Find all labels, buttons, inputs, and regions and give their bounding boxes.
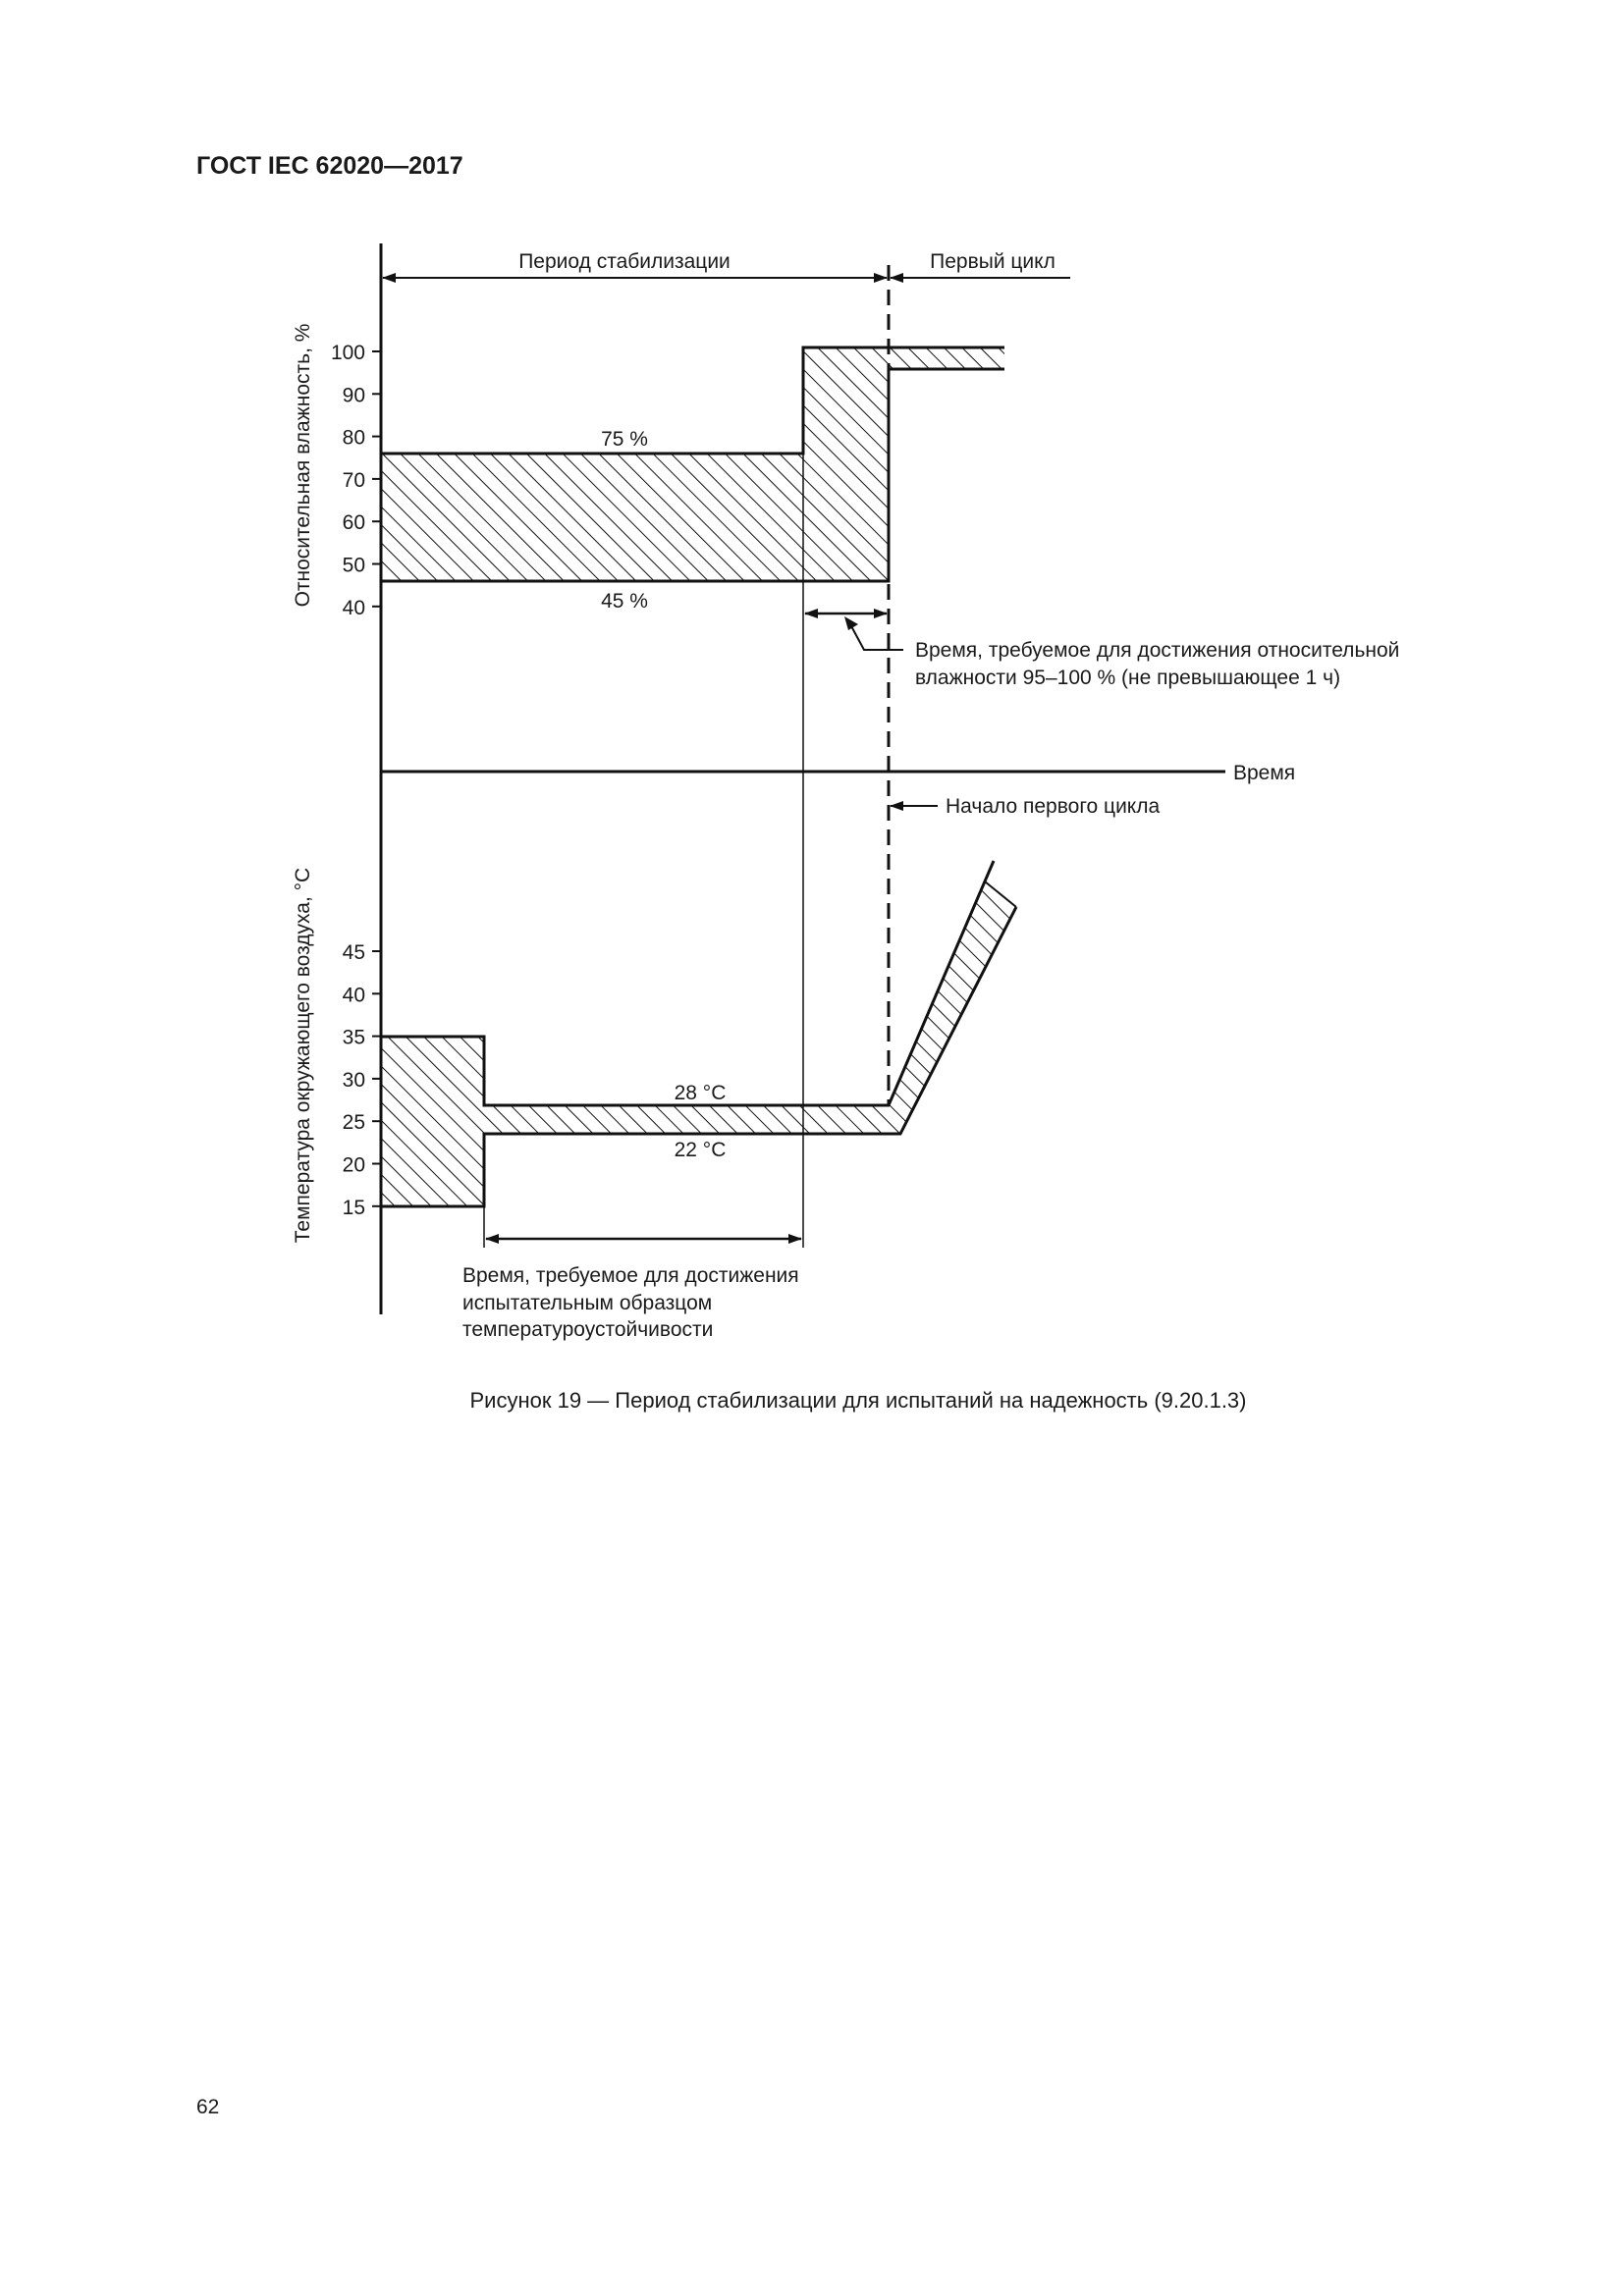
page-number: 62 (196, 2096, 219, 2118)
humidity-tick-label: 90 (343, 384, 365, 406)
temperature-note-line1: Время, требуемое для достижения (462, 1264, 799, 1287)
figure-caption: Рисунок 19 — Период стабилизации для исп… (470, 1388, 1247, 1413)
humidity-tick-label: 50 (343, 555, 365, 577)
humidity-note-line1: Время, требуемое для достижения относите… (915, 639, 1399, 662)
temperature-band-end (984, 881, 1017, 908)
stabilization-period-label: Период стабилизации (518, 250, 731, 273)
humidity-lower-label: 45 % (601, 590, 648, 613)
temperature-tick-label: 35 (343, 1027, 365, 1049)
time-axis-label: Время (1233, 762, 1295, 784)
temperature-note-line2: испытательным образцом (462, 1292, 712, 1314)
humidity-tick-label: 60 (343, 511, 365, 534)
temperature-tick-label: 45 (343, 941, 365, 964)
temperature-tolerance-band (381, 881, 1016, 1206)
document-header: ГОСТ IEC 62020—2017 (196, 152, 463, 180)
temperature-lower-label: 22 °С (675, 1139, 727, 1161)
humidity-upper-label: 75 % (601, 428, 648, 451)
temperature-band-outline (381, 860, 1018, 1208)
humidity-tolerance-band (381, 347, 1004, 581)
humidity-band-outline (381, 346, 1004, 583)
humidity-axis-label: Относительная влажность, % (292, 324, 314, 608)
temperature-tick-label: 30 (343, 1069, 365, 1092)
humidity-tick-label: 70 (343, 469, 365, 492)
humidity-ticks: 100 90 80 70 60 50 40 (331, 342, 381, 619)
humidity-tick-label: 40 (343, 597, 365, 619)
temperature-note-line3: температуроустойчивости (462, 1318, 713, 1341)
humidity-note-leader (849, 623, 903, 651)
leader-arrowhead (844, 616, 858, 630)
figure-19: Время Период стабилизации Первый цикл 10… (292, 243, 1399, 1341)
temperature-axis-label: Температура окружающего воздуха, °С (292, 868, 314, 1243)
first-cycle-label: Первый цикл (930, 250, 1056, 273)
temperature-ticks: 45 40 35 30 25 20 15 (343, 941, 381, 1219)
humidity-tick-label: 100 (331, 342, 365, 364)
temperature-tick-label: 40 (343, 984, 365, 1006)
humidity-tick-label: 80 (343, 427, 365, 450)
temperature-tick-label: 15 (343, 1197, 365, 1219)
temperature-upper-label: 28 °С (675, 1082, 727, 1104)
humidity-note-line2: влажности 95–100 % (не превышающее 1 ч) (915, 667, 1340, 689)
first-cycle-start-label: Начало первого цикла (946, 795, 1160, 818)
temperature-tick-label: 25 (343, 1111, 365, 1134)
temperature-tick-label: 20 (343, 1154, 365, 1177)
